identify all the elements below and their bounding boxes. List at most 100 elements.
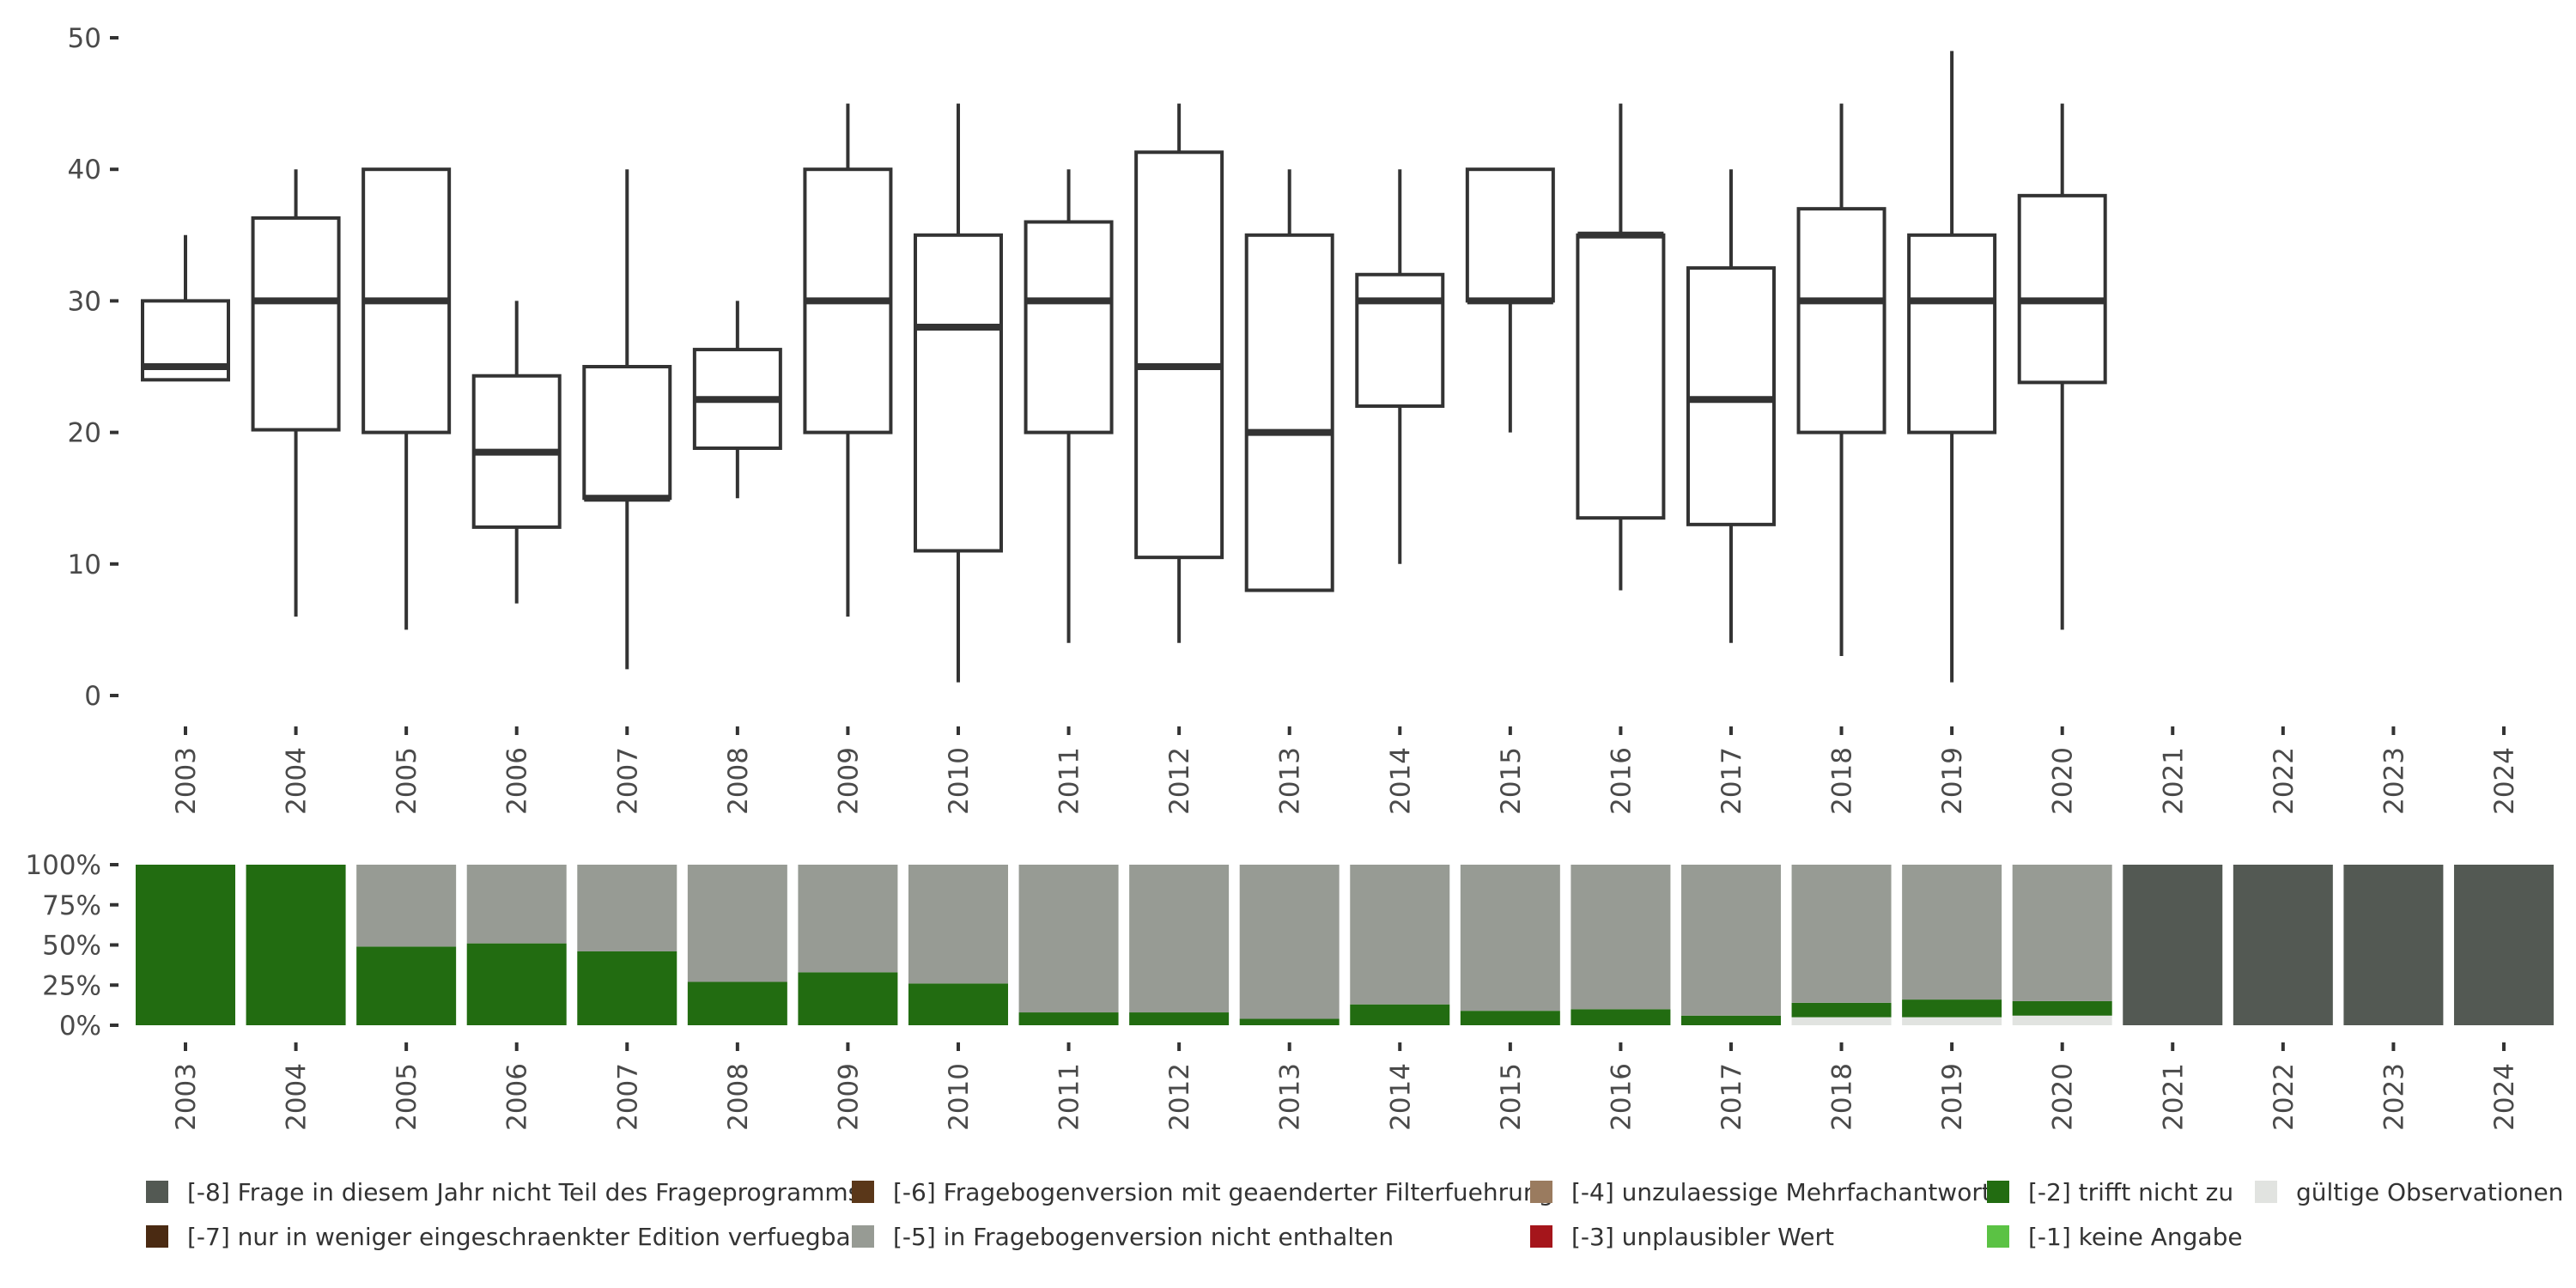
bar-2014: [1350, 865, 1450, 1025]
legend-item: [-1] keine Angabe: [1987, 1219, 2243, 1254]
box-2009: [803, 103, 893, 617]
bar-segment: [1791, 865, 1892, 1003]
bar-segment: [1902, 1017, 2002, 1025]
y-tick-label: 100%: [25, 850, 101, 881]
bar-2003: [136, 865, 235, 1025]
bar-segment: [1902, 865, 2002, 1000]
x-tick-label: 2017: [1716, 1063, 1747, 1131]
bar-segment: [466, 865, 567, 944]
legend: [-8] Frage in diesem Jahr nicht Teil des…: [146, 1175, 2567, 1278]
bar-segment: [2012, 1015, 2112, 1025]
y-tick-label: 50: [68, 23, 101, 54]
legend-label: [-7] nur in weniger eingeschraenkter Edi…: [187, 1222, 861, 1251]
bar-segment: [1791, 1017, 1892, 1025]
x-tick-label: 2021: [2158, 747, 2189, 815]
boxplot-panel: [141, 51, 2107, 683]
bar-segment: [1350, 865, 1450, 1005]
legend-item: [-3] unplausibler Wert: [1530, 1219, 1834, 1254]
bar-2024: [2453, 865, 2554, 1025]
bar-segment: [1239, 1018, 1340, 1025]
iqr-box: [1024, 220, 1114, 434]
box-2019: [1907, 51, 1997, 683]
box-2015: [1465, 167, 1555, 433]
legend-swatch: [852, 1181, 874, 1203]
bar-2009: [798, 865, 898, 1025]
bar-segment: [1571, 865, 1671, 1010]
bar-segment: [1571, 1009, 1671, 1025]
box-2018: [1796, 103, 1886, 657]
box-2007: [582, 169, 672, 670]
x-tick-label: 2007: [612, 1063, 643, 1131]
y-tick-label: 75%: [42, 890, 101, 921]
legend-item: [-6] Fragebogenversion mit geaenderter F…: [852, 1175, 1553, 1209]
bar-segment: [1129, 1012, 1230, 1025]
box-2008: [692, 301, 782, 499]
box-2004: [251, 169, 341, 617]
bar-segment: [908, 865, 1008, 984]
bar-segment: [1018, 865, 1119, 1013]
x-tick-label: 2005: [392, 1063, 422, 1131]
y-tick-label: 25%: [42, 970, 101, 1001]
legend-swatch: [852, 1225, 874, 1248]
x-tick-label: 2015: [1496, 1063, 1527, 1131]
legend-label: [-1] keine Angabe: [2028, 1222, 2243, 1251]
box-2012: [1134, 103, 1224, 643]
iqr-box: [1576, 233, 1666, 520]
bar-2010: [908, 865, 1008, 1025]
x-tick-label: 2010: [944, 747, 975, 815]
x-tick-label: 2003: [171, 747, 202, 815]
x-tick-label: 2006: [502, 1063, 533, 1131]
x-tick-label: 2024: [2489, 747, 2520, 815]
iqr-box: [582, 365, 672, 501]
barplot-y-axis: 0% 25% 50% 75% 100%: [25, 850, 118, 1042]
x-tick-label: 2008: [723, 747, 754, 815]
x-tick-label: 2019: [1937, 1063, 1968, 1131]
x-tick-label: 2022: [2269, 1063, 2300, 1131]
bar-segment: [798, 865, 898, 973]
bar-segment: [1460, 1011, 1560, 1025]
box-2010: [913, 103, 1003, 683]
bar-segment: [2343, 865, 2444, 1025]
bar-2011: [1018, 865, 1119, 1025]
bar-2023: [2343, 865, 2444, 1025]
x-tick-label: 2012: [1164, 1063, 1195, 1131]
y-tick-label: 30: [68, 286, 101, 317]
bar-2005: [356, 865, 457, 1025]
bar-2021: [2123, 865, 2223, 1025]
legend-swatch: [1987, 1181, 2009, 1203]
x-tick-label: 2005: [392, 747, 422, 815]
bar-2020: [2012, 865, 2112, 1025]
bar-2004: [246, 865, 346, 1025]
iqr-box: [1907, 233, 1997, 434]
legend-item: [-5] in Fragebogenversion nicht enthalte…: [852, 1219, 1394, 1254]
x-tick-label: 2024: [2489, 1063, 2520, 1131]
bar-segment: [908, 983, 1008, 1025]
bar-segment: [687, 865, 787, 982]
box-2016: [1576, 103, 1666, 591]
bar-segment: [577, 951, 677, 1025]
x-tick-label: 2013: [1275, 747, 1306, 815]
box-2020: [2017, 103, 2107, 630]
x-tick-label: 2014: [1385, 747, 1416, 815]
x-tick-label: 2012: [1164, 747, 1195, 815]
bar-segment: [1680, 865, 1781, 1016]
x-tick-label: 2020: [2048, 1063, 2079, 1131]
bar-segment: [136, 865, 235, 1025]
legend-item: [-7] nur in weniger eingeschraenkter Edi…: [146, 1219, 860, 1254]
box-2003: [141, 234, 230, 382]
bar-segment: [2233, 865, 2333, 1025]
bar-2019: [1902, 865, 2002, 1025]
box-2006: [471, 301, 562, 604]
bar-2015: [1460, 865, 1560, 1025]
bar-2006: [466, 865, 567, 1025]
legend-label: [-6] Fragebogenversion mit geaenderter F…: [893, 1177, 1554, 1206]
bar-segment: [2123, 865, 2223, 1025]
legend-swatch: [2255, 1181, 2277, 1203]
y-tick-label: 0: [84, 681, 101, 712]
x-tick-label: 2004: [282, 747, 313, 815]
bar-segment: [1791, 1002, 1892, 1018]
iqr-box: [2017, 193, 2107, 385]
iqr-box: [251, 216, 341, 432]
legend-label: gültige Observationen: [2296, 1177, 2564, 1206]
x-tick-label: 2011: [1054, 747, 1085, 815]
